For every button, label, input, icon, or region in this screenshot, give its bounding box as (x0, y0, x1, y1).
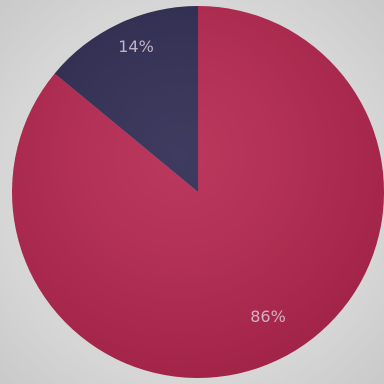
pie-sheen (12, 6, 384, 378)
pie-label-86pct: 86% (250, 307, 286, 326)
pie-labels: 86% 14% (118, 37, 286, 326)
pie-label-14pct: 14% (118, 37, 154, 56)
